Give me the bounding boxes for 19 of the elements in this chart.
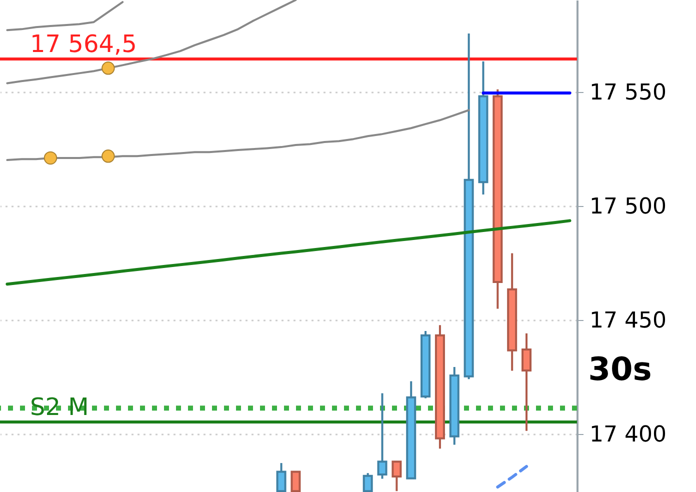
line-series — [6, 1, 124, 32]
line-series — [6, 219, 572, 286]
point — [102, 150, 115, 163]
ref-line-label: 17 564,5 — [30, 30, 137, 58]
y-tick-label: 17 400 — [590, 422, 666, 448]
line-series — [6, 0, 297, 84]
candlestick — [392, 460, 402, 492]
candlestick — [377, 392, 388, 480]
ref-line-label: S2 M — [30, 393, 89, 422]
candlestick — [522, 332, 532, 432]
point — [44, 151, 58, 165]
candlestick — [362, 472, 373, 492]
y-tick-label: 17 450 — [590, 308, 666, 334]
candlestick — [276, 462, 286, 492]
y-tick-label: 17 500 — [590, 194, 666, 220]
candlestick — [290, 470, 301, 492]
point — [102, 62, 115, 75]
text: 30s — [588, 350, 652, 388]
y-tick-label: 17 550 — [590, 80, 666, 106]
